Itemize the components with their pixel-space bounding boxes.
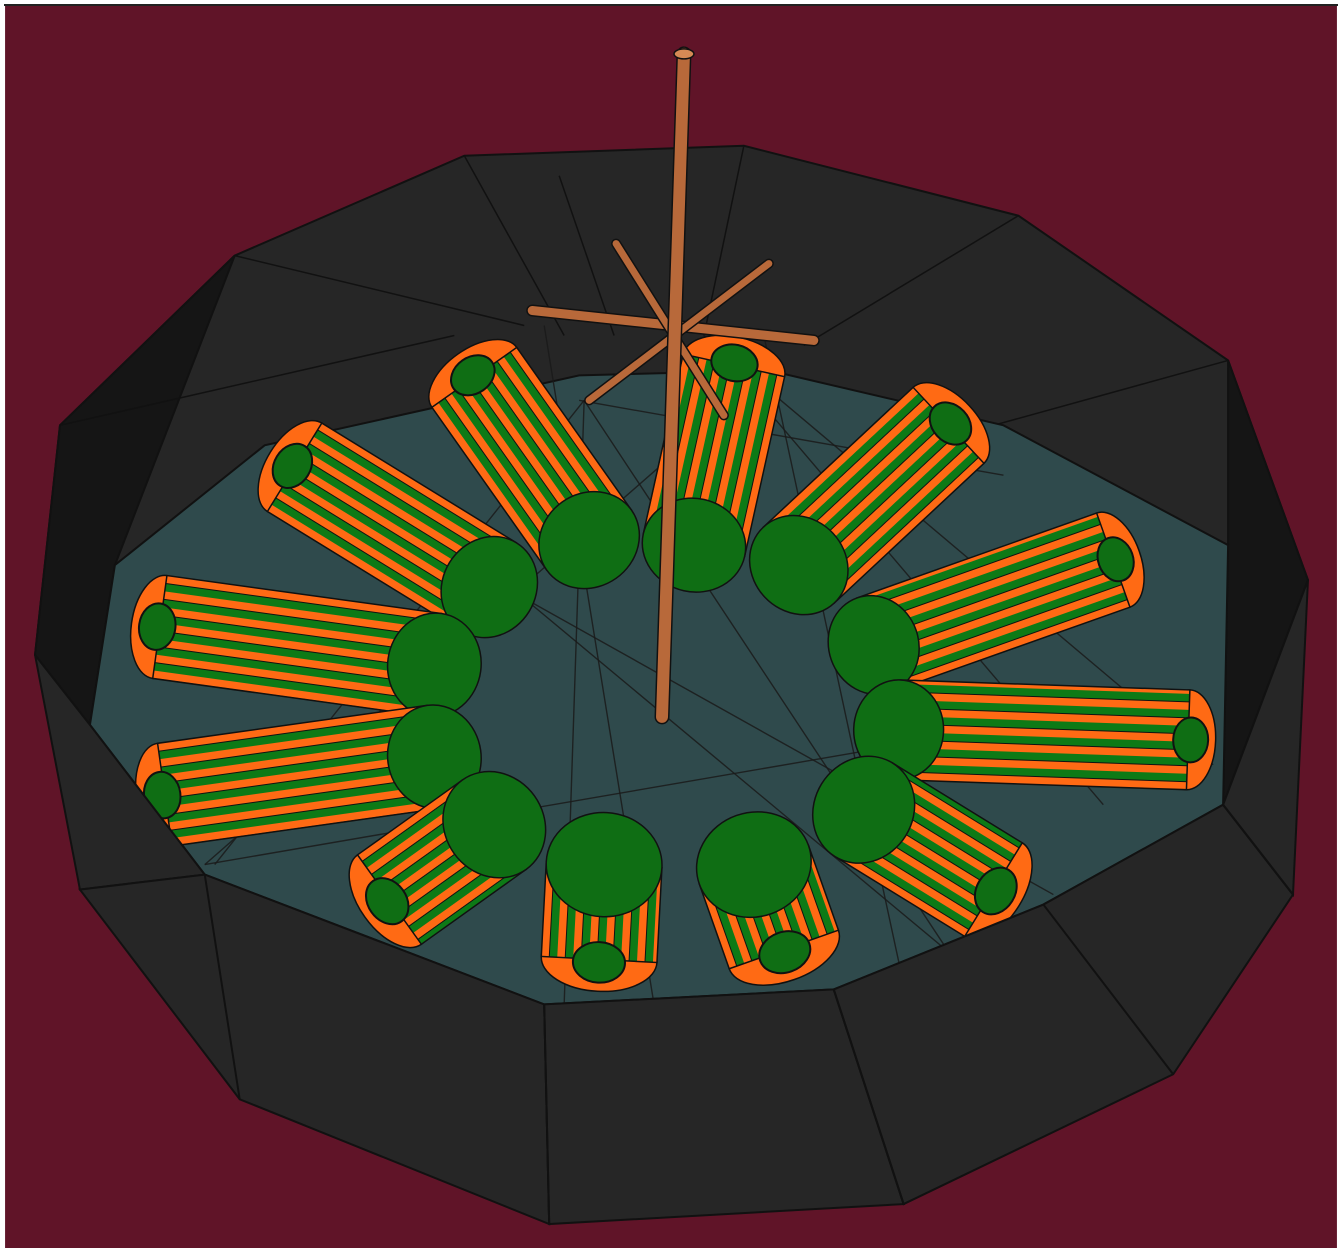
capsule-top-disc (758, 930, 812, 975)
string-line-7 (483, 564, 964, 965)
wall-front-seam-4 (1222, 804, 1294, 896)
capsule-4 (852, 679, 1217, 791)
capsule-top-disc (1172, 716, 1210, 764)
wall-seam-6 (558, 175, 615, 336)
wall-front-panel-1 (78, 873, 551, 1226)
capsule-top-disc (271, 442, 314, 489)
capsule-6 (129, 574, 482, 718)
capsule-top-disc (973, 866, 1018, 916)
capsule-7 (134, 704, 482, 848)
wall-seam-4 (234, 254, 525, 327)
3d-scene-canvas[interactable] (4, 6, 1338, 1248)
capsule-top-disc (1096, 536, 1135, 583)
wall-seam-2 (803, 215, 1019, 347)
wall-front-seam-3 (1042, 903, 1174, 1075)
capsule-dome (811, 755, 916, 864)
capsule-9 (540, 811, 663, 993)
capsule-top-disc (450, 354, 496, 397)
capsule-8 (348, 770, 547, 949)
capsule-dome (538, 490, 641, 590)
wall-seam-0 (463, 155, 565, 336)
capsule-top-disc (710, 343, 759, 383)
capsule-top-disc (928, 401, 973, 446)
wall-front-seam-2 (832, 989, 905, 1205)
wall-seam-5 (59, 334, 455, 427)
wall-front-seam-0 (203, 874, 241, 1100)
capsule-0 (428, 338, 641, 590)
wall-front-seam-1 (543, 1004, 551, 1225)
capsule-top-disc (137, 602, 177, 651)
capsule-dome (545, 811, 663, 918)
capsule-ring (129, 334, 1217, 993)
capsule-10 (695, 811, 841, 986)
wall-seam-3 (993, 359, 1229, 427)
capsule-dome (748, 514, 849, 616)
capsule-top-disc (364, 877, 410, 926)
render-viewport[interactable] (4, 4, 1338, 1248)
stick-pole-top (673, 48, 695, 60)
capsule-top-disc (571, 941, 627, 984)
enclosure-front-wall (34, 579, 1309, 1226)
stick-main-pole (656, 47, 690, 723)
capsule-5 (257, 419, 539, 639)
capsule-11 (811, 755, 1033, 940)
capsule-dome (442, 770, 547, 879)
capsule-2 (748, 381, 991, 616)
stick-structure (526, 46, 820, 725)
capsule-3 (827, 511, 1145, 696)
capsule-dome (695, 811, 812, 919)
